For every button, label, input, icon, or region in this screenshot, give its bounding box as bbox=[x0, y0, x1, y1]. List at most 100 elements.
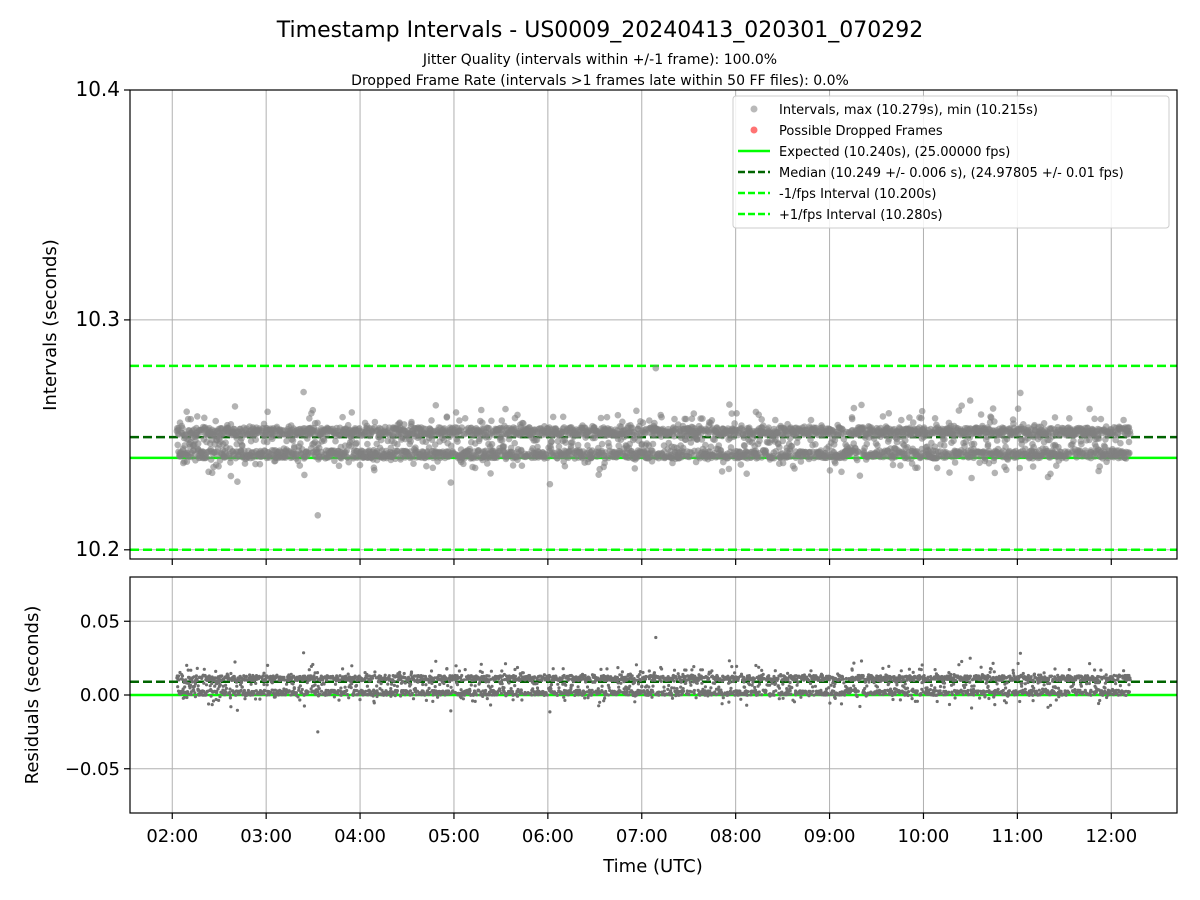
residual-point bbox=[427, 686, 431, 691]
residual-point bbox=[207, 702, 211, 706]
legend-label: Possible Dropped Frames bbox=[779, 124, 943, 139]
interval-point bbox=[296, 462, 304, 469]
interval-point bbox=[1029, 463, 1037, 470]
interval-point bbox=[838, 468, 845, 476]
interval-point bbox=[989, 405, 997, 412]
residual-point bbox=[350, 664, 354, 668]
residual-point bbox=[455, 683, 460, 687]
interval-point bbox=[509, 462, 517, 469]
residual-point bbox=[576, 685, 580, 689]
residual-point bbox=[475, 693, 479, 697]
residual-point bbox=[196, 684, 200, 688]
interval-point bbox=[562, 439, 569, 446]
interval-point bbox=[428, 417, 435, 424]
residual-point bbox=[218, 683, 222, 687]
interval-point bbox=[460, 460, 467, 468]
residual-point bbox=[292, 687, 296, 691]
interval-point bbox=[708, 417, 716, 424]
interval-point bbox=[1095, 435, 1103, 442]
residual-point bbox=[555, 693, 560, 697]
residual-point bbox=[332, 695, 336, 699]
interval-point bbox=[498, 437, 506, 444]
interval-point bbox=[909, 419, 917, 426]
interval-point bbox=[549, 413, 557, 421]
residual-point bbox=[345, 688, 349, 693]
interval-point bbox=[314, 512, 322, 519]
interval-point bbox=[212, 417, 219, 425]
interval-point bbox=[387, 444, 395, 452]
residual-point bbox=[398, 670, 402, 675]
interval-point bbox=[898, 416, 905, 424]
interval-point bbox=[569, 439, 576, 446]
residual-point bbox=[535, 681, 539, 686]
residual-point bbox=[462, 678, 466, 682]
intervals-points bbox=[173, 364, 1134, 519]
residual-point bbox=[395, 689, 399, 693]
interval-point bbox=[991, 469, 999, 477]
residual-point bbox=[515, 665, 520, 670]
interval-point bbox=[502, 405, 509, 413]
residual-point bbox=[235, 708, 239, 712]
interval-point bbox=[698, 436, 706, 443]
interval-point bbox=[1126, 430, 1134, 438]
interval-point bbox=[331, 457, 338, 465]
residual-point bbox=[386, 682, 390, 686]
residual-point bbox=[343, 685, 347, 689]
chart-subtitle-jitter: Jitter Quality (intervals within +/-1 fr… bbox=[422, 52, 777, 68]
interval-point bbox=[807, 416, 815, 424]
residual-point bbox=[253, 697, 258, 701]
interval-point bbox=[335, 462, 343, 470]
residual-point bbox=[345, 693, 349, 697]
residual-point bbox=[434, 659, 438, 663]
residual-point bbox=[387, 674, 391, 678]
residual-point bbox=[503, 662, 508, 666]
residual-point bbox=[502, 686, 506, 690]
interval-point bbox=[603, 413, 611, 421]
interval-point bbox=[533, 436, 541, 444]
residual-point bbox=[314, 692, 318, 697]
interval-point bbox=[598, 440, 606, 448]
residual-point bbox=[202, 681, 206, 685]
interval-point bbox=[408, 418, 415, 426]
residual-point bbox=[220, 674, 224, 678]
interval-point bbox=[853, 456, 861, 464]
interval-point bbox=[940, 442, 948, 449]
interval-point bbox=[194, 413, 201, 420]
interval-point bbox=[658, 413, 665, 421]
residual-point bbox=[350, 682, 354, 686]
interval-point bbox=[447, 479, 455, 486]
residual-point bbox=[445, 667, 449, 671]
residual-point bbox=[447, 689, 451, 693]
residual-point bbox=[265, 683, 269, 687]
residual-point bbox=[438, 682, 442, 687]
interval-point bbox=[429, 464, 437, 472]
interval-point bbox=[554, 437, 562, 445]
residual-point bbox=[261, 674, 265, 678]
residual-point bbox=[479, 662, 483, 666]
interval-point bbox=[488, 417, 495, 425]
residual-point bbox=[570, 683, 574, 687]
residual-point bbox=[469, 683, 473, 687]
interval-point bbox=[345, 458, 353, 466]
interval-point bbox=[652, 364, 660, 372]
interval-point bbox=[256, 460, 264, 468]
residual-point bbox=[333, 682, 338, 686]
interval-point bbox=[410, 460, 417, 468]
interval-point bbox=[174, 441, 181, 449]
interval-point bbox=[498, 417, 506, 424]
residual-point bbox=[229, 671, 233, 676]
interval-point bbox=[1086, 405, 1093, 413]
residual-point bbox=[511, 698, 515, 702]
interval-point bbox=[776, 444, 783, 451]
residual-point bbox=[535, 686, 540, 690]
interval-point bbox=[407, 438, 415, 445]
chart-title: Timestamp Intervals - US0009_20240413_02… bbox=[276, 18, 923, 43]
residual-point bbox=[409, 670, 414, 674]
residual-point bbox=[224, 683, 228, 687]
interval-point bbox=[946, 469, 953, 476]
interval-point bbox=[447, 442, 455, 450]
interval-point bbox=[478, 406, 485, 414]
residual-point bbox=[561, 667, 565, 671]
residual-point bbox=[202, 667, 206, 671]
residual-point bbox=[322, 682, 326, 686]
